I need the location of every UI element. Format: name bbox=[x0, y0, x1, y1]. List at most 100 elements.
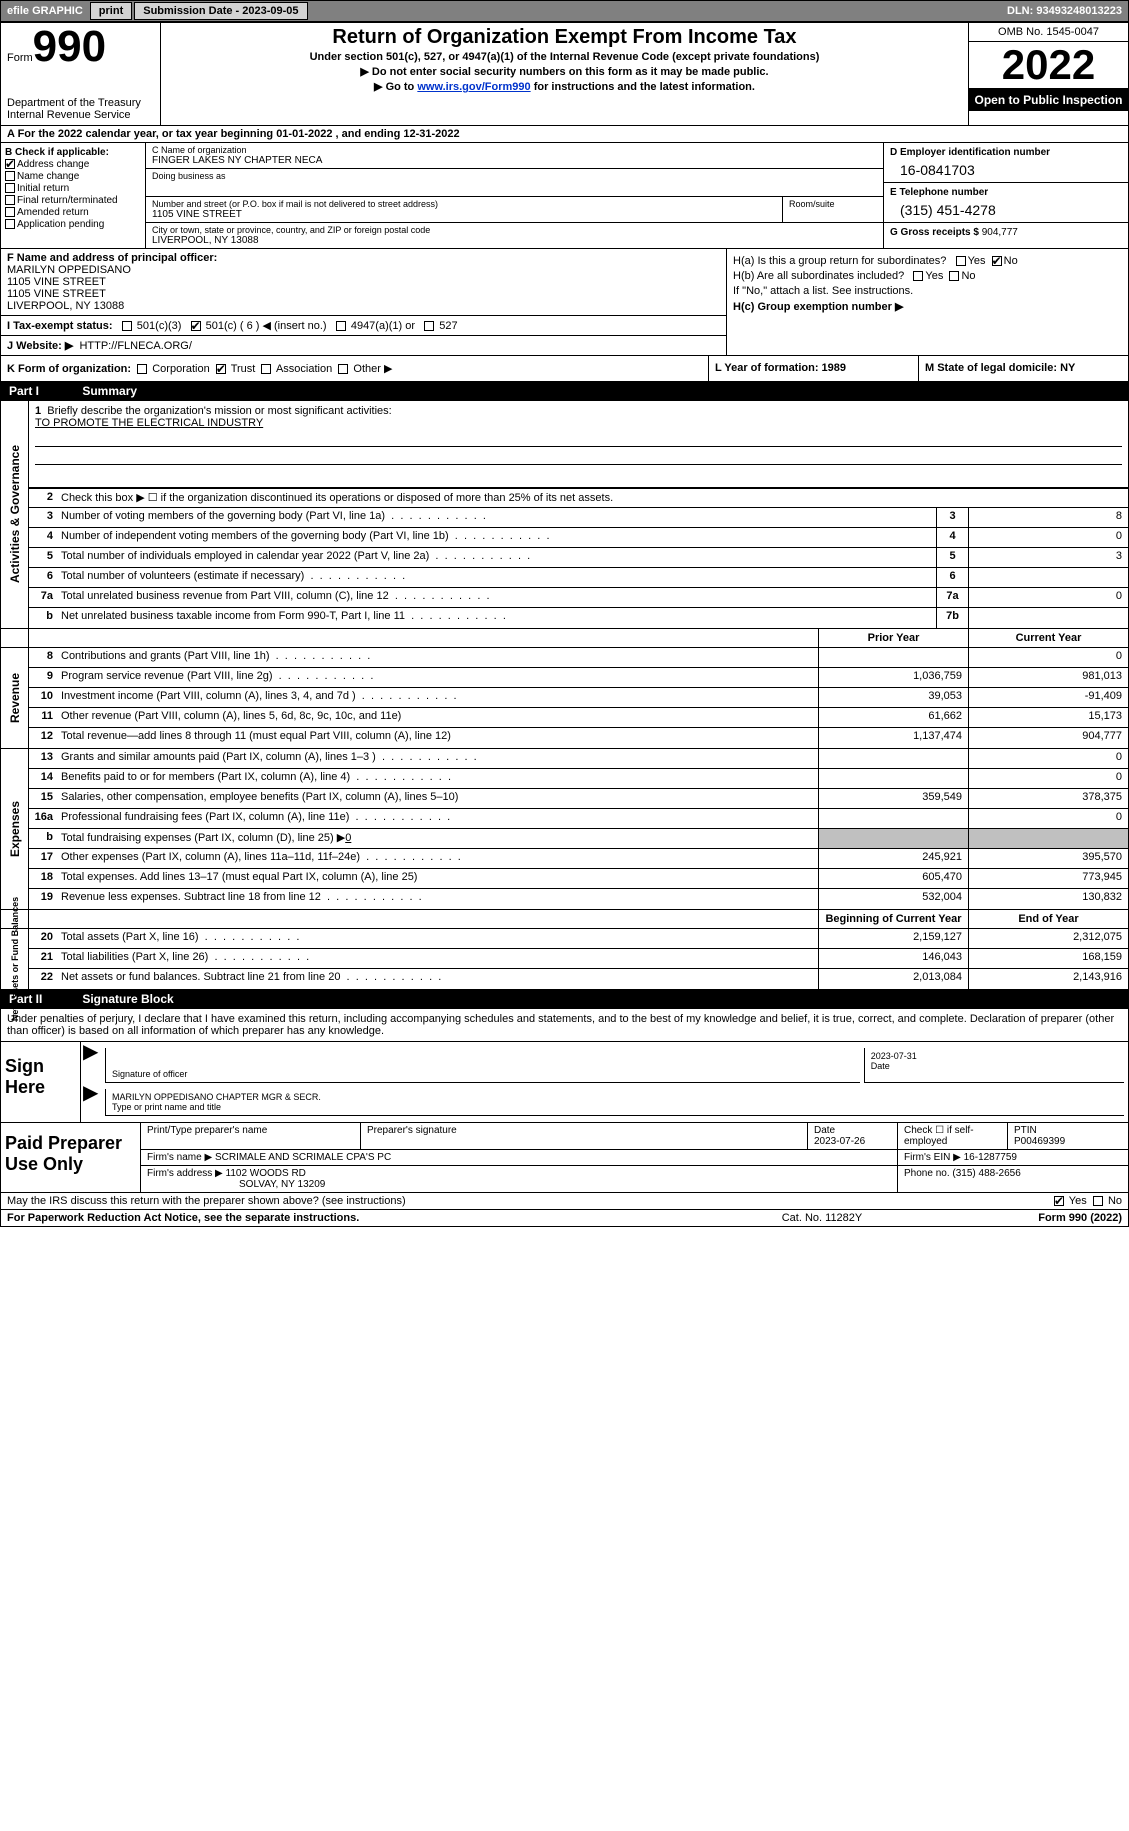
form-title: Return of Organization Exempt From Incom… bbox=[164, 26, 965, 49]
f-addr2: 1105 VINE STREET bbox=[7, 288, 106, 300]
firm-name: Firm's name ▶ SCRIMALE AND SCRIMALE CPA'… bbox=[141, 1150, 898, 1165]
form-footer-id: Form 990 (2022) bbox=[922, 1212, 1122, 1224]
omb-number: OMB No. 1545-0047 bbox=[969, 23, 1128, 42]
checkbox-icon bbox=[5, 219, 15, 229]
sign-here-label: Sign Here bbox=[1, 1042, 81, 1122]
i-label: I Tax-exempt status: bbox=[7, 320, 113, 332]
side-revenue: Revenue bbox=[1, 648, 29, 748]
top-toolbar: efile GRAPHIC print Submission Date - 20… bbox=[0, 0, 1129, 22]
sub3-pre: ▶ Go to bbox=[374, 81, 417, 93]
submission-date-button[interactable]: Submission Date - 2023-09-05 bbox=[134, 2, 307, 20]
irs-link[interactable]: www.irs.gov/Form990 bbox=[417, 81, 530, 93]
checkbox-icon bbox=[338, 364, 348, 374]
j-url: HTTP://FLNECA.ORG/ bbox=[79, 340, 191, 352]
phone-label: E Telephone number bbox=[890, 187, 1122, 198]
dept-label: Department of the Treasury Internal Reve… bbox=[7, 97, 154, 121]
part-1-header: Part I Summary bbox=[1, 382, 1128, 401]
check-name-change[interactable]: Name change bbox=[5, 171, 141, 182]
block-h: H(a) Is this a group return for subordin… bbox=[726, 249, 1128, 355]
checkbox-icon bbox=[1093, 1196, 1103, 1206]
row-k-l-m: K Form of organization: Corporation Trus… bbox=[1, 356, 1128, 382]
header-center: Return of Organization Exempt From Incom… bbox=[161, 23, 968, 125]
form-header: Form990 Department of the Treasury Inter… bbox=[1, 23, 1128, 126]
column-b-checkboxes: B Check if applicable: Address change Na… bbox=[1, 143, 146, 248]
row-a-tax-year: A For the 2022 calendar year, or tax yea… bbox=[1, 126, 1128, 143]
header-right: OMB No. 1545-0047 2022 Open to Public In… bbox=[968, 23, 1128, 125]
paid-prep-label: Paid Preparer Use Only bbox=[1, 1123, 141, 1192]
mission-text: TO PROMOTE THE ELECTRICAL INDUSTRY bbox=[35, 417, 263, 429]
org-name: FINGER LAKES NY CHAPTER NECA bbox=[152, 155, 877, 166]
col-headers-prior-current: Prior Year Current Year bbox=[1, 629, 1128, 648]
penalty-statement: Under penalties of perjury, I declare th… bbox=[1, 1009, 1128, 1042]
prep-sig-label: Preparer's signature bbox=[361, 1123, 808, 1149]
toolbar-spacer bbox=[309, 1, 1001, 21]
side-governance: Activities & Governance bbox=[1, 401, 29, 628]
f-addr3: LIVERPOOL, NY 13088 bbox=[7, 300, 124, 312]
ein-label: D Employer identification number bbox=[890, 147, 1122, 158]
col-b-label: B Check if applicable: bbox=[5, 147, 141, 158]
section-f-h: F Name and address of principal officer:… bbox=[1, 249, 1128, 356]
efile-label: efile GRAPHIC bbox=[1, 1, 89, 21]
form-label: Form bbox=[7, 52, 33, 64]
city: LIVERPOOL, NY 13088 bbox=[152, 235, 877, 246]
open-to-public: Open to Public Inspection bbox=[969, 89, 1128, 111]
check-address-change[interactable]: Address change bbox=[5, 159, 141, 170]
block-j: J Website: ▶ HTTP://FLNECA.ORG/ bbox=[1, 336, 726, 355]
form-subtitle-1: Under section 501(c), 527, or 4947(a)(1)… bbox=[164, 51, 965, 63]
sub3-post: for instructions and the latest informat… bbox=[531, 81, 755, 93]
fg-left: F Name and address of principal officer:… bbox=[1, 249, 726, 355]
form-subtitle-2: ▶ Do not enter social security numbers o… bbox=[164, 65, 965, 78]
f-label: F Name and address of principal officer: bbox=[7, 252, 217, 264]
k-form-org: K Form of organization: Corporation Trus… bbox=[1, 356, 708, 381]
arrow-icon: ▶ bbox=[83, 1046, 103, 1085]
gross-label: G Gross receipts $ bbox=[890, 227, 979, 238]
checkbox-icon bbox=[5, 207, 15, 217]
checkbox-icon bbox=[1054, 1196, 1064, 1206]
section-expenses: Expenses 13Grants and similar amounts pa… bbox=[1, 749, 1128, 910]
ein-value: 16-0841703 bbox=[890, 158, 1122, 178]
dba-label: Doing business as bbox=[152, 171, 877, 181]
checkbox-icon bbox=[992, 256, 1002, 266]
checkbox-icon bbox=[137, 364, 147, 374]
check-app-pending[interactable]: Application pending bbox=[5, 219, 141, 230]
print-button[interactable]: print bbox=[90, 2, 132, 20]
side-expenses: Expenses bbox=[1, 749, 29, 909]
side-net-assets: Net Assets or Fund Balances bbox=[1, 929, 29, 989]
form-subtitle-3: ▶ Go to www.irs.gov/Form990 for instruct… bbox=[164, 80, 965, 93]
checkbox-icon bbox=[191, 321, 201, 331]
checkbox-icon bbox=[336, 321, 346, 331]
officer-signature-field[interactable]: Signature of officer bbox=[105, 1048, 860, 1083]
prep-date: Date2023-07-26 bbox=[808, 1123, 898, 1149]
checkbox-icon bbox=[216, 364, 226, 374]
city-label: City or town, state or province, country… bbox=[152, 225, 877, 235]
name-title-field[interactable]: MARILYN OPPEDISANO CHAPTER MGR & SECR. T… bbox=[105, 1089, 1124, 1116]
checkbox-icon bbox=[5, 159, 15, 169]
section-net-assets: Net Assets or Fund Balances 20Total asse… bbox=[1, 929, 1128, 990]
phone-value: (315) 451-4278 bbox=[890, 198, 1122, 218]
section-revenue: Revenue 8Contributions and grants (Part … bbox=[1, 648, 1128, 749]
check-initial[interactable]: Initial return bbox=[5, 183, 141, 194]
part-2-header: Part II Signature Block bbox=[1, 990, 1128, 1009]
section-b-c-d: B Check if applicable: Address change Na… bbox=[1, 143, 1128, 249]
checkbox-icon bbox=[261, 364, 271, 374]
street-label: Number and street (or P.O. box if mail i… bbox=[152, 199, 776, 209]
check-final[interactable]: Final return/terminated bbox=[5, 195, 141, 206]
prep-self-employed: Check ☐ if self-employed bbox=[898, 1123, 1008, 1149]
firm-phone: Phone no. (315) 488-2656 bbox=[898, 1166, 1128, 1192]
checkbox-icon bbox=[5, 183, 15, 193]
checkbox-icon bbox=[5, 195, 15, 205]
check-amended[interactable]: Amended return bbox=[5, 207, 141, 218]
col-headers-begin-end: Beginning of Current Year End of Year bbox=[1, 910, 1128, 929]
room-label: Room/suite bbox=[789, 199, 877, 209]
checkbox-icon bbox=[122, 321, 132, 331]
sign-date-field[interactable]: 2023-07-31 Date bbox=[864, 1048, 1124, 1083]
prep-ptin: PTINP00469399 bbox=[1008, 1123, 1128, 1149]
block-f: F Name and address of principal officer:… bbox=[1, 249, 726, 316]
dln-label: DLN: 93493248013223 bbox=[1001, 1, 1128, 21]
irs-discuss-row: May the IRS discuss this return with the… bbox=[1, 1193, 1128, 1210]
paid-preparer-block: Paid Preparer Use Only Print/Type prepar… bbox=[1, 1123, 1128, 1193]
org-name-label: C Name of organization bbox=[152, 145, 877, 155]
h-b: H(b) Are all subordinates included? Yes … bbox=[733, 270, 1122, 282]
gross-value: 904,777 bbox=[982, 227, 1018, 238]
f-addr1: 1105 VINE STREET bbox=[7, 276, 106, 288]
